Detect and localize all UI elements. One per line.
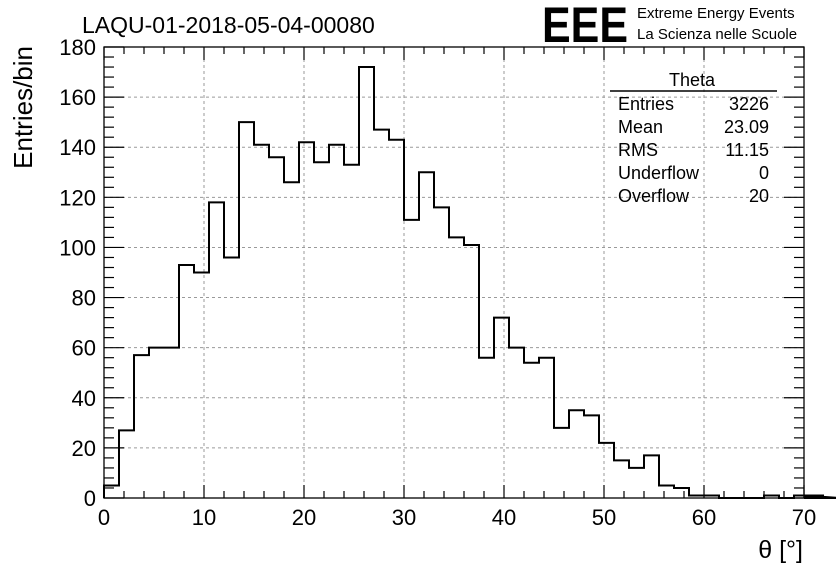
y-tick-label: 80 bbox=[72, 286, 96, 311]
y-tick-label: 100 bbox=[59, 235, 96, 260]
stats-title: Theta bbox=[669, 70, 716, 90]
stats-label: RMS bbox=[618, 140, 658, 160]
x-tick-label: 70 bbox=[792, 505, 816, 530]
y-tick-labels: 0 20 40 60 80 100 120 140 160 180 bbox=[59, 35, 96, 511]
stats-label: Mean bbox=[618, 117, 663, 137]
stats-rows: Entries 3226 Mean 23.09 RMS 11.15 Underflow 0 Ov… bbox=[618, 94, 769, 206]
stats-value: 11.15 bbox=[725, 140, 769, 160]
x-tick-label: 50 bbox=[592, 505, 616, 530]
x-tick-label: 0 bbox=[98, 505, 110, 530]
x-tick-label: 40 bbox=[492, 505, 516, 530]
x-tick-label: 30 bbox=[392, 505, 416, 530]
stats-value: 23.09 bbox=[724, 117, 769, 137]
x-tick-label: 10 bbox=[192, 505, 216, 530]
stats-box: Theta Entries 3226 Mean 23.09 RMS 11.15 Underf… bbox=[610, 70, 777, 206]
chart-title: LAQU-01-2018-05-04-00080 bbox=[82, 12, 375, 38]
stats-value: 20 bbox=[749, 186, 769, 206]
stats-label: Underflow bbox=[618, 163, 700, 183]
x-axis-label: θ [°] bbox=[758, 536, 803, 564]
x-tick-labels: 0 10 20 30 40 50 60 70 bbox=[98, 505, 816, 530]
grid bbox=[104, 47, 804, 498]
x-tick-label: 60 bbox=[692, 505, 716, 530]
logo-line-1: Extreme Energy Events bbox=[637, 5, 795, 22]
plot-frame bbox=[103, 46, 805, 499]
y-tick-label: 160 bbox=[59, 85, 96, 110]
y-tick-label: 20 bbox=[72, 436, 96, 461]
y-axis-label: Entries/bin bbox=[8, 46, 38, 169]
eee-logo: EEE Extreme Energy Events La Scienza nel… bbox=[542, 0, 797, 53]
eee-logo-mark: EEE bbox=[542, 0, 628, 53]
histogram-line bbox=[103, 66, 836, 499]
stats-label: Entries bbox=[618, 94, 674, 114]
y-tick-label: 0 bbox=[84, 486, 96, 511]
y-tick-label: 140 bbox=[59, 135, 96, 160]
stats-label: Overflow bbox=[618, 186, 690, 206]
y-tick-label: 40 bbox=[72, 386, 96, 411]
y-tick-label: 180 bbox=[59, 35, 96, 60]
y-tick-label: 120 bbox=[59, 185, 96, 210]
stats-value: 3226 bbox=[729, 94, 769, 114]
y-tick-label: 60 bbox=[72, 336, 96, 361]
x-tick-label: 20 bbox=[292, 505, 316, 530]
stats-value: 0 bbox=[759, 163, 769, 183]
logo-line-2: La Scienza nelle Scuole bbox=[637, 26, 797, 43]
